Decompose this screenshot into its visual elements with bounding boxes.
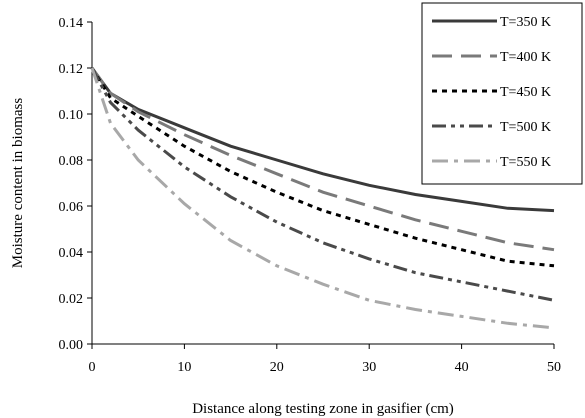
legend-box: [421, 2, 583, 185]
legend: T=350 K T=400 K T=450 K T=500 K T=550 K: [421, 2, 583, 185]
y-tick-label: 0.08: [59, 154, 84, 169]
x-tick-label: 30: [362, 360, 376, 375]
y-axis-title: Moisture content in biomass: [10, 98, 26, 269]
series-line-1: [90, 67, 555, 213]
y-tick-label: 0.06: [59, 200, 84, 215]
x-axis-ticks: 0 10 20 30 40 50: [89, 344, 561, 375]
legend-label: T=450 K: [500, 85, 551, 100]
x-tick-label: 50: [547, 360, 561, 375]
x-tick-label: 20: [270, 360, 284, 375]
y-tick-label: 0.02: [59, 292, 84, 307]
legend-label: T=400 K: [500, 50, 551, 65]
x-tick-label: 10: [177, 360, 191, 375]
y-tick-label: 0.04: [59, 246, 84, 261]
x-tick-label: 40: [455, 360, 469, 375]
legend-label: T=500 K: [500, 120, 551, 135]
x-axis-title: Distance along testing zone in gasifier …: [192, 401, 454, 417]
y-tick-label: 0.14: [59, 16, 84, 31]
legend-label: T=550 K: [500, 155, 551, 170]
series-line-4: [90, 67, 555, 302]
series-line-5: [90, 67, 555, 330]
series-line-2: [90, 67, 555, 252]
x-tick-label: 0: [89, 360, 96, 375]
y-tick-label: 0.12: [59, 62, 84, 77]
y-tick-label: 0.00: [59, 338, 84, 353]
y-tick-label: 0.10: [59, 108, 84, 123]
series-layer: [90, 67, 555, 330]
series-line-3: [90, 67, 555, 268]
legend-label: T=350 K: [500, 15, 551, 30]
plot-area: [91, 22, 554, 345]
y-axis-ticks: 0.00 0.02 0.04 0.06 0.08 0.10 0.12 0.14: [59, 16, 92, 353]
